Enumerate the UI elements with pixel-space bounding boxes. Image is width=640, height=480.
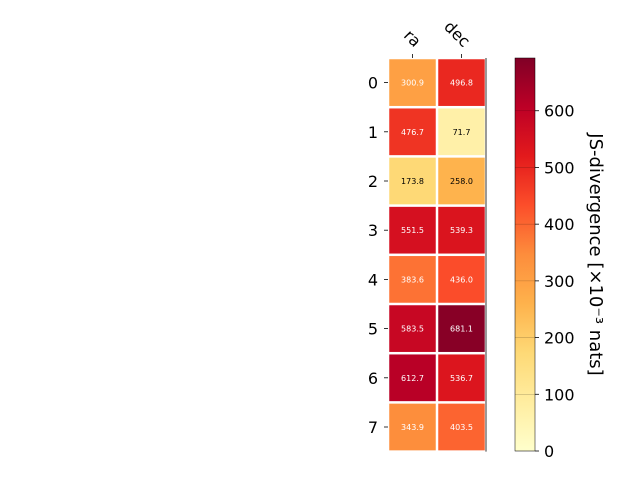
heatmap-cell-r0-dec [438, 59, 485, 106]
cell-value-label: 300.9 [401, 79, 424, 88]
cell-value-label: 536.7 [450, 374, 473, 383]
colorbar-bar [514, 57, 536, 452]
colorbar-tick-label: 500 [544, 158, 575, 177]
heatmap-cell-r1-ra [389, 108, 436, 156]
row-tick-label: 3 [368, 221, 378, 240]
colorbar-tick-label: 100 [544, 385, 575, 404]
heatmap-cells: 300.9 496.8 476.7 71.7 173.8 258.0 551.5 539.3 3… [389, 59, 485, 451]
row-tick-label: 2 [368, 172, 378, 191]
heatmap-cell-r4-dec [438, 256, 485, 303]
heatmap-cell-r6-ra [389, 354, 436, 402]
cell-value-label: 476.7 [401, 128, 424, 137]
cell-value-label: 496.8 [450, 79, 473, 88]
colorbar-tick-label: 400 [544, 215, 575, 234]
colorbar-label: JS-divergence [×10⁻³ nats] [585, 132, 606, 375]
cell-value-label: 583.5 [401, 325, 424, 334]
row-tick-label: 7 [368, 418, 378, 437]
cell-value-label: 258.0 [450, 177, 473, 186]
cell-value-label: 403.5 [450, 423, 473, 432]
cell-value-label: 539.3 [450, 226, 473, 235]
row-tick-label: 5 [368, 320, 378, 339]
row-tick-label: 0 [368, 74, 378, 93]
colorbar: 0 100 200 300 400 500 600 JS-divergence [×10⁻³ … [514, 57, 606, 461]
colorbar-tick-label: 200 [544, 329, 575, 348]
column-tick-label: dec [440, 17, 474, 51]
cell-value-label: 71.7 [453, 128, 471, 137]
colorbar-tick-label: 300 [544, 272, 575, 291]
heatmap-cell-r2-dec [438, 157, 485, 205]
heatmap-cell-r5-dec [438, 305, 485, 352]
heatmap-cell-r5-ra [389, 305, 436, 352]
heatmap-cell-r6-dec [438, 354, 485, 402]
heatmap-cell-r4-ra [389, 256, 436, 303]
row-tick-label: 4 [368, 270, 378, 289]
cell-value-label: 173.8 [401, 177, 424, 186]
heatmap-cell-r3-dec [438, 206, 485, 254]
heatmap-cell-r1-dec [438, 108, 485, 156]
heatmap-cell-r7-ra [389, 403, 436, 451]
cell-value-label: 681.1 [450, 325, 473, 334]
cell-value-label: 436.0 [450, 275, 473, 284]
cell-value-label: 343.9 [401, 423, 424, 432]
colorbar-tick-label: 0 [544, 442, 554, 461]
cell-value-label: 383.6 [401, 275, 424, 284]
column-tick-label: ra [400, 26, 425, 51]
colorbar-tick-label: 600 [544, 102, 575, 121]
column-ticks: ra dec [400, 17, 474, 58]
heatmap-cell-r0-ra [389, 59, 436, 106]
heatmap-cell-r2-ra [389, 157, 436, 205]
heatmap-cell-r3-ra [389, 206, 436, 254]
row-tick-label: 6 [368, 369, 378, 388]
cell-value-label: 612.7 [401, 374, 424, 383]
heatmap-cell-r7-dec [438, 403, 485, 451]
cell-value-label: 551.5 [401, 226, 424, 235]
row-ticks: 0 1 2 3 4 5 6 7 [368, 74, 388, 437]
row-tick-label: 1 [368, 123, 378, 142]
